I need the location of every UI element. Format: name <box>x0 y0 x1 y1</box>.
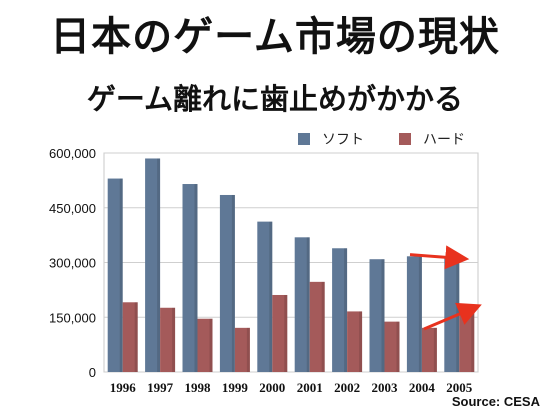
slide-title: 日本のゲーム市場の現状 <box>50 14 500 60</box>
bar-shade <box>134 302 138 372</box>
bar-shade <box>321 281 325 372</box>
bar-hardware-1999 <box>234 327 250 372</box>
arrow-annotation-hardware <box>423 302 482 331</box>
bar-shade <box>172 307 176 372</box>
bar-shade <box>284 294 288 372</box>
x-tick-label: 2005 <box>446 380 473 395</box>
bar-shade <box>359 311 363 372</box>
y-tick-label: 0 <box>89 365 96 380</box>
bar-hardware-2000 <box>272 294 288 372</box>
arrow-annotation-software <box>409 245 470 270</box>
x-axis: 1996 1997 1998 1999 2000 2001 2002 2003 2004 2005 <box>110 380 473 395</box>
bar-hardware-1998 <box>197 318 213 372</box>
bar-shade <box>381 259 385 372</box>
bar-hardware-1997 <box>160 307 176 372</box>
source-note: Source: CESA <box>451 394 540 409</box>
bar-hardware-2004 <box>421 327 437 372</box>
bar-hardware-2002 <box>347 311 363 372</box>
legend: ソフト ハード <box>298 132 465 148</box>
bar-shade <box>157 158 161 372</box>
bar-shade <box>433 327 437 372</box>
x-tick-label: 2001 <box>297 380 323 395</box>
x-tick-label: 1998 <box>185 380 212 395</box>
bar-shade <box>418 256 422 372</box>
legend-label: ソフト <box>322 132 364 148</box>
bar-software-2000 <box>257 221 273 372</box>
bar-shade <box>269 221 273 372</box>
x-tick-label: 2000 <box>259 380 285 395</box>
bar-software-1996 <box>107 178 123 372</box>
x-tick-label: 2002 <box>334 380 360 395</box>
x-tick-label: 2003 <box>372 380 399 395</box>
bar-software-2001 <box>294 237 310 372</box>
x-tick-label: 1997 <box>147 380 174 395</box>
bar-software-2003 <box>369 259 385 372</box>
bar-shade <box>231 194 235 372</box>
legend-label: ハード <box>423 132 465 148</box>
bar-software-2002 <box>332 248 348 372</box>
bar-hardware-2003 <box>384 321 400 372</box>
bar-shade <box>246 327 250 372</box>
bar-shade <box>396 321 400 372</box>
y-tick-label: 150,000 <box>49 310 96 325</box>
y-axis: 0 150,000 300,000 450,000 600,000 <box>49 146 96 380</box>
bar-hardware-1996 <box>122 302 138 372</box>
bar-shade <box>194 184 198 372</box>
x-tick-label: 1996 <box>110 380 137 395</box>
y-tick-label: 600,000 <box>49 146 96 161</box>
slide-subtitle: ゲーム離れに歯止めがかかる <box>86 82 464 116</box>
annotations <box>409 245 482 331</box>
legend-swatch <box>399 133 411 145</box>
x-tick-label: 1999 <box>222 380 249 395</box>
bar-software-1998 <box>182 184 198 372</box>
y-tick-label: 450,000 <box>49 201 96 216</box>
bar-shade <box>119 178 123 372</box>
bar-software-1997 <box>145 158 161 372</box>
legend-swatch <box>298 133 310 145</box>
bar-software-2004 <box>406 256 422 372</box>
x-tick-label: 2004 <box>409 380 436 395</box>
bar-shade <box>306 237 310 372</box>
y-tick-label: 300,000 <box>49 256 96 271</box>
bar-software-1999 <box>219 194 235 372</box>
bar-hardware-2001 <box>309 281 325 372</box>
bar-shade <box>209 318 213 372</box>
bars <box>107 158 475 372</box>
bar-shade <box>471 304 475 372</box>
bar-software-2005 <box>444 256 460 372</box>
bar-shade <box>344 248 348 372</box>
